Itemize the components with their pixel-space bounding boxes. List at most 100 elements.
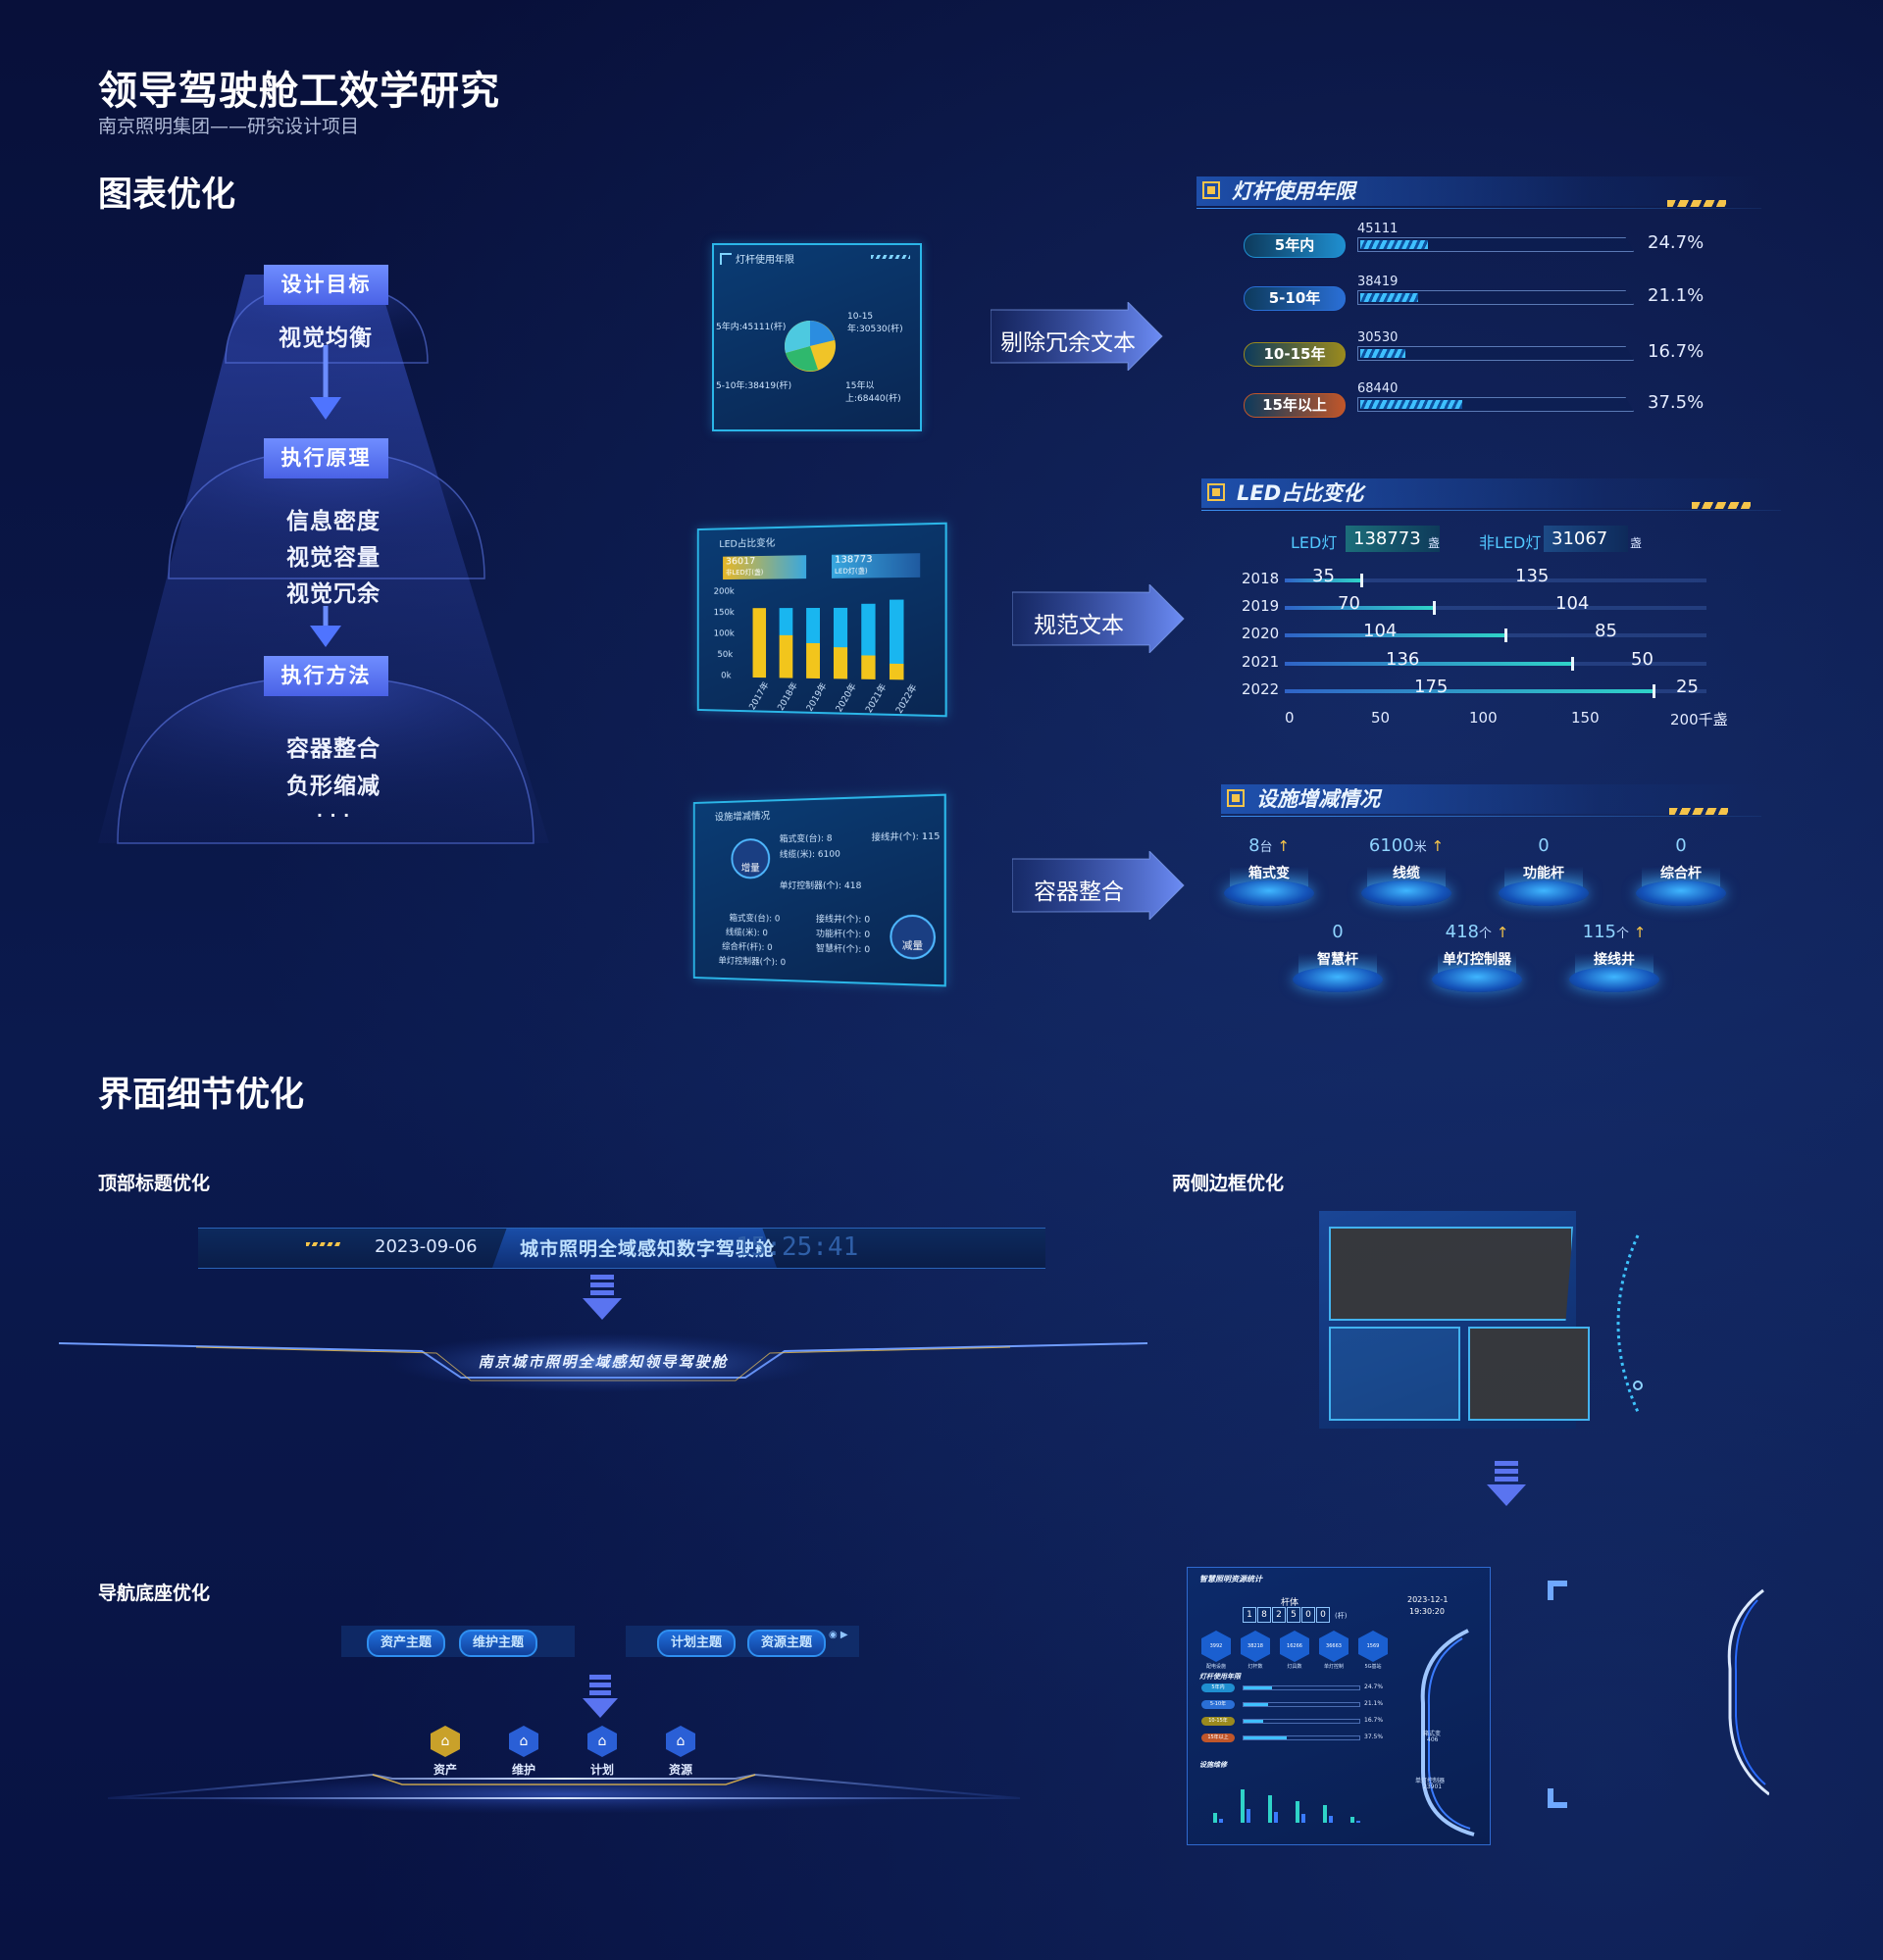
pole-row-count: 38419 — [1357, 275, 1399, 289]
nav-item-icon[interactable]: ⌂ — [509, 1726, 538, 1757]
before-fac-top-1: 接线井(个): 115 — [871, 831, 941, 844]
subsection-nav-base: 导航底座优化 — [98, 1583, 211, 1604]
funnel-text-container: 容器整合 — [286, 736, 381, 762]
led-year-label: 2018 — [1242, 570, 1280, 587]
led-label: LED灯 — [1291, 533, 1338, 552]
facility-pedestal — [1569, 953, 1659, 992]
old-nav-button-2[interactable]: 计划主题 — [657, 1630, 736, 1657]
led-row-track — [1285, 578, 1706, 582]
pole-row-pct: 24.7% — [1648, 232, 1705, 253]
stripe-decor — [1667, 200, 1726, 207]
facility-pedestal — [1636, 867, 1726, 906]
pole-row-track — [1357, 290, 1634, 305]
led-row-right-value: 50 — [1631, 649, 1654, 670]
facility-value: 0 — [1499, 835, 1589, 856]
arrow-3-label: 容器整合 — [1034, 879, 1124, 905]
old-nav-button-0[interactable]: 资产主题 — [367, 1630, 445, 1657]
nav-item-label[interactable]: 资产 — [433, 1763, 457, 1777]
dash-row-pct: 21.1% — [1364, 1700, 1384, 1707]
facility-name: 功能杆 — [1523, 866, 1564, 881]
facility-name: 综合杆 — [1660, 866, 1702, 881]
dash-section2: 灯杆使用年限 — [1199, 1673, 1241, 1681]
subsection-top-title: 顶部标题优化 — [98, 1173, 211, 1194]
facility-value-unit: 米 — [1413, 840, 1427, 855]
before-led-box1-val: 36017 — [725, 556, 756, 568]
nav-item-label[interactable]: 维护 — [511, 1763, 535, 1777]
nav-item-icon[interactable]: ⌂ — [431, 1726, 460, 1757]
facility-pedestal — [1293, 953, 1383, 992]
funnel-text-redundancy: 视觉冗余 — [286, 581, 381, 607]
before-led-x-0: 2017年 — [747, 680, 772, 712]
facility-value: 6100米 ↑ — [1361, 835, 1451, 856]
dash-section3: 设施维修 — [1199, 1761, 1227, 1769]
dash-maint-bar — [1219, 1819, 1223, 1823]
placeholder-frame-left — [1329, 1327, 1460, 1421]
design-funnel: 设计目标 视觉均衡 执行原理 信息密度 视觉容量 视觉冗余 执行方法 容器整合 … — [98, 255, 549, 853]
before-fac-bot-1: 接线井(个): 0 — [815, 915, 871, 926]
dash-hex-label: 单灯控制 — [1323, 1664, 1344, 1670]
pole-row-pct: 21.1% — [1648, 285, 1705, 306]
dash-row-label: 10-15年 — [1201, 1717, 1235, 1726]
dash-right-b-val: 23901 — [1423, 1784, 1443, 1790]
placeholder-frame-top — [1329, 1227, 1573, 1321]
dash-hex-label: 5G基站 — [1364, 1664, 1382, 1670]
led-year-label: 2019 — [1242, 597, 1280, 615]
led-row-left-value: 104 — [1363, 621, 1398, 641]
dash-digit: 8 — [1257, 1607, 1271, 1623]
before-fac-bot-3: 功能杆(个): 0 — [815, 930, 871, 941]
led-row-tick — [1504, 628, 1507, 642]
old-nav-button-3[interactable]: 资源主题 — [747, 1630, 826, 1657]
led-year-label: 2020 — [1242, 625, 1280, 642]
before-fac-dec: 减量 — [890, 914, 937, 960]
section-ui-detail: 界面细节优化 — [98, 1076, 305, 1115]
funnel-text-density: 信息密度 — [286, 509, 381, 534]
before-led-box2: 138773 LED灯(盏) — [831, 553, 921, 578]
before-fac-bot-0: 箱式变(台): 0 — [729, 914, 781, 925]
dash-row-fill — [1244, 1720, 1263, 1723]
before-fac-top-0: 箱式变(台): 8 — [779, 833, 833, 845]
facility-value-number: 0 — [1675, 835, 1687, 856]
nav-item-label[interactable]: 计划 — [589, 1763, 614, 1777]
mini-bar-yellow — [889, 663, 904, 680]
down-arrow-icon — [583, 1675, 618, 1718]
before-led-x-1: 2018年 — [776, 680, 800, 713]
down-arrow-icon — [1487, 1461, 1526, 1506]
pole-row-track — [1357, 346, 1634, 361]
pole-row-count: 68440 — [1357, 381, 1399, 396]
dash-digit: 2 — [1272, 1607, 1286, 1623]
mini-bar-yellow — [779, 634, 793, 678]
nav-item-icon[interactable]: ⌂ — [587, 1726, 617, 1757]
dash-maint-bar — [1356, 1821, 1360, 1823]
led-row-fill — [1285, 662, 1571, 666]
dash-hex-label: 灯杆数 — [1247, 1664, 1263, 1670]
mini-bar-yellow — [752, 608, 767, 678]
led-row-tick — [1433, 601, 1436, 615]
led-year-label: 2022 — [1242, 680, 1280, 698]
pole-row-label: 5-10年 — [1244, 286, 1346, 311]
dash-row-label: 5年内 — [1201, 1684, 1235, 1692]
before-facility-panel: 设施增减情况 增量 箱式变(台): 8 接线井(个): 115 线缆(米): 6… — [692, 793, 946, 987]
nav-item-label[interactable]: 资源 — [668, 1763, 692, 1777]
before-led-y-2: 100k — [713, 628, 735, 639]
dash-row-fill — [1244, 1686, 1272, 1689]
led-row-left-value: 175 — [1414, 677, 1449, 697]
before-led-y-3: 50k — [717, 650, 734, 661]
before-pole-label-3: 5-10年:38419(杆) — [716, 381, 792, 391]
old-nav-button-1[interactable]: 维护主题 — [459, 1630, 537, 1657]
facility-value: 8台 ↑ — [1224, 835, 1314, 856]
square-icon — [1202, 181, 1220, 199]
mini-bar-yellow — [833, 647, 848, 679]
old-top-date: 2023-09-06 — [375, 1236, 478, 1257]
before-pole-panel: 灯杆使用年限 5年内:45111(杆) 10-15年:30530(杆) 5-10… — [712, 243, 922, 431]
dash-time: 19:30:20 — [1409, 1607, 1445, 1616]
pole-row-fill — [1360, 240, 1428, 249]
nav-item-icon[interactable]: ⌂ — [666, 1726, 695, 1757]
dash-row-fill — [1244, 1703, 1268, 1706]
pedestal-disc — [1293, 967, 1383, 992]
facility-value-unit: 台 — [1259, 840, 1273, 855]
dash-hex-icon: 38218 — [1241, 1631, 1270, 1662]
arrow-1-label: 剔除冗余文本 — [1000, 330, 1136, 356]
funnel-text-ellipsis: . . . — [316, 802, 351, 821]
eye-icon[interactable]: ◉ ▶ — [829, 1630, 848, 1640]
